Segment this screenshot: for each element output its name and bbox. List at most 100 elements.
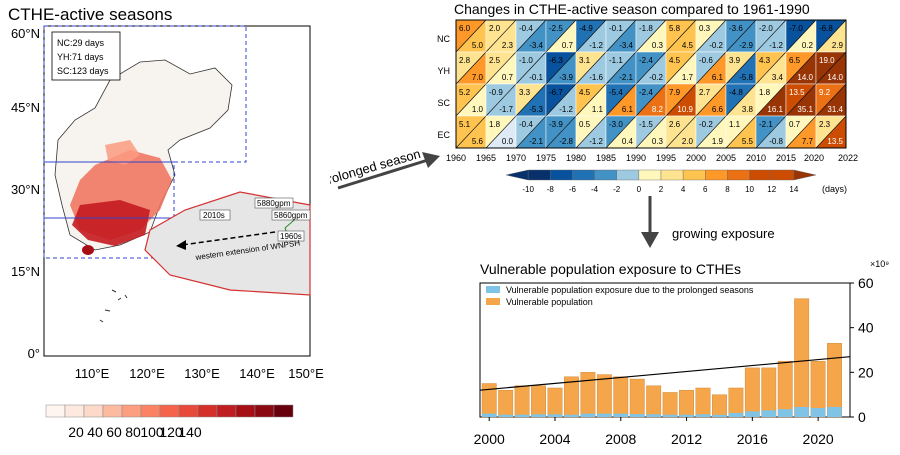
bar-vulnerable bbox=[596, 374, 612, 418]
heatmap-x-tick: 2005 bbox=[716, 153, 736, 163]
heatmap-cell-diagonal bbox=[635, 83, 667, 117]
heatmap-value-lower: 3.4 bbox=[772, 73, 784, 82]
heatmap-value-lower: 7.0 bbox=[472, 73, 484, 82]
map-legend-sc: SC:123 days bbox=[57, 66, 109, 76]
heatmap-colorbar-tick: -10 bbox=[522, 185, 534, 194]
heatmap-cell-diagonal bbox=[695, 83, 727, 117]
heatmap-value-lower: -0.1 bbox=[529, 73, 543, 82]
heatmap-value-upper: 5.1 bbox=[459, 120, 471, 129]
heatmap-value-upper: -3.0 bbox=[609, 120, 623, 129]
map-colorbar-swatch bbox=[64, 404, 85, 418]
heatmap-value-upper: -1.5 bbox=[639, 120, 653, 129]
heatmap-colorbar-tick: -2 bbox=[613, 185, 621, 194]
heatmap-colorbar-swatch bbox=[527, 169, 551, 181]
heatmap-colorbar-swatch bbox=[682, 169, 706, 181]
map-colorbar-swatch bbox=[216, 404, 237, 418]
heatmap-value-lower: 0.2 bbox=[802, 41, 814, 50]
bar-vulnerable bbox=[531, 385, 546, 418]
heatmap-value-lower: 6.1 bbox=[712, 73, 724, 82]
heatmap-x-tick: 1980 bbox=[566, 153, 586, 163]
heatmap-value-lower: -0.2 bbox=[709, 41, 723, 50]
map-colorbar bbox=[45, 404, 294, 418]
heatmap-value-upper: 4.5 bbox=[669, 56, 681, 65]
heatmap-cell-diagonal bbox=[815, 83, 847, 117]
heatmap-value-upper: 7.9 bbox=[669, 88, 681, 97]
bar-prolonged bbox=[761, 410, 776, 417]
map-svg: CTHE-active seasons 2010s 5880gpm 5860gp… bbox=[8, 5, 324, 440]
heatmap-value-upper: 3.1 bbox=[579, 56, 591, 65]
heatmap-cell-diagonal bbox=[605, 83, 637, 117]
heatmap-cell-diagonal bbox=[785, 51, 817, 85]
bar-prolonged bbox=[498, 414, 513, 417]
heatmap-value-lower: 5.6 bbox=[472, 137, 484, 146]
heatmap-colorbar-tick: 4 bbox=[681, 185, 686, 194]
heatmap-cell-diagonal bbox=[725, 19, 757, 53]
heatmap-x-tick: 1960 bbox=[446, 153, 466, 163]
heatmap-colorbar-tick: 8 bbox=[725, 185, 730, 194]
heatmap-value-lower: 5.0 bbox=[472, 41, 484, 50]
map-colorbar-swatch bbox=[45, 404, 66, 418]
bar-chart-panel: Vulnerable population exposure to CTHEs … bbox=[440, 255, 900, 450]
lon-label-150: 150°E bbox=[288, 366, 324, 381]
heatmap-cell-diagonal bbox=[635, 19, 667, 53]
heatmap-cell-diagonal bbox=[815, 19, 847, 53]
heatmap-cell-diagonal bbox=[755, 115, 787, 149]
heatmap-colorbar-swatch bbox=[660, 169, 684, 181]
map-title: CTHE-active seasons bbox=[8, 5, 172, 24]
heatmap-value-upper: 5.8 bbox=[669, 24, 681, 33]
heat-region-nc bbox=[105, 140, 140, 165]
bar-prolonged bbox=[547, 414, 563, 417]
heatmap-colorbar-swatch bbox=[550, 169, 573, 181]
map-colorbar-tick: 80 bbox=[125, 424, 141, 440]
heatmap-cell-diagonal bbox=[485, 51, 517, 85]
heatmap-cell-diagonal bbox=[545, 19, 577, 53]
map-colorbar-tick: 120 bbox=[159, 424, 183, 440]
bar-chart-bars bbox=[481, 298, 842, 418]
bar-vulnerable bbox=[794, 298, 810, 418]
heatmap-value-upper: -3.6 bbox=[729, 24, 743, 33]
heatmap-colorbar-tick: -4 bbox=[591, 185, 599, 194]
heatmap-x-tick: 1985 bbox=[596, 153, 616, 163]
heatmap-value-lower: -2.9 bbox=[739, 41, 753, 50]
heatmap-value-upper: 0.7 bbox=[789, 120, 801, 129]
bar-vulnerable bbox=[580, 372, 596, 418]
wnpsh-label-2010s: 2010s bbox=[203, 211, 225, 220]
heatmap-cell-diagonal bbox=[785, 19, 817, 53]
heatmap-value-upper: 4.5 bbox=[579, 88, 591, 97]
map-panel: CTHE-active seasons 2010s 5880gpm 5860gp… bbox=[0, 0, 340, 450]
heatmap-x-tick: 1995 bbox=[656, 153, 676, 163]
heatmap-cell-diagonal bbox=[665, 51, 697, 85]
bar-prolonged bbox=[564, 414, 579, 417]
heatmap-colorbar-tick: 0 bbox=[637, 185, 642, 194]
wnpsh-label-1960s: 1960s bbox=[280, 232, 302, 241]
wnpsh-label-box-1960s bbox=[277, 230, 305, 242]
heatmap-cell-diagonal bbox=[515, 115, 547, 149]
heatmap-colorbar-swatch bbox=[616, 169, 640, 181]
heatmap-value-lower: -3.4 bbox=[529, 41, 543, 50]
bar-prolonged bbox=[712, 414, 727, 417]
wnpsh-label-box-5860 bbox=[271, 209, 311, 221]
heatmap-cell-diagonal bbox=[665, 83, 697, 117]
heatmap-x-tick: 2000 bbox=[686, 153, 706, 163]
heatmap-value-lower: 1.9 bbox=[712, 137, 724, 146]
heatmap-value-upper: 0.3 bbox=[699, 24, 711, 33]
heatmap-colorbar-swatch bbox=[793, 169, 817, 181]
legend-label-prolonged: Vulnerable population exposure due to th… bbox=[506, 285, 754, 295]
wnpsh-label-5860: 5860gpm bbox=[274, 211, 308, 220]
lat-label-45: 45°N bbox=[11, 100, 40, 115]
x-tick-label: 2016 bbox=[737, 431, 768, 447]
heatmap-cell-diagonal bbox=[545, 51, 577, 85]
heatmap-cell-diagonal bbox=[605, 19, 637, 53]
heatmap-cell-diagonal bbox=[755, 83, 787, 117]
x-tick-label: 2020 bbox=[803, 431, 834, 447]
map-colorbar-swatch bbox=[235, 404, 256, 418]
heatmap-value-upper: -0.1 bbox=[609, 24, 623, 33]
hainan-island bbox=[82, 245, 94, 255]
heatmap-x-tick: 2022 bbox=[838, 153, 858, 163]
heatmap-value-upper: -4.9 bbox=[579, 24, 593, 33]
heatmap-x-tick: 1965 bbox=[476, 153, 496, 163]
bar-vulnerable bbox=[679, 389, 694, 418]
heatmap-value-lower: 31.4 bbox=[827, 105, 843, 114]
heatmap-value-upper: -0.2 bbox=[699, 120, 713, 129]
heatmap-value-lower: 10.9 bbox=[677, 105, 693, 114]
